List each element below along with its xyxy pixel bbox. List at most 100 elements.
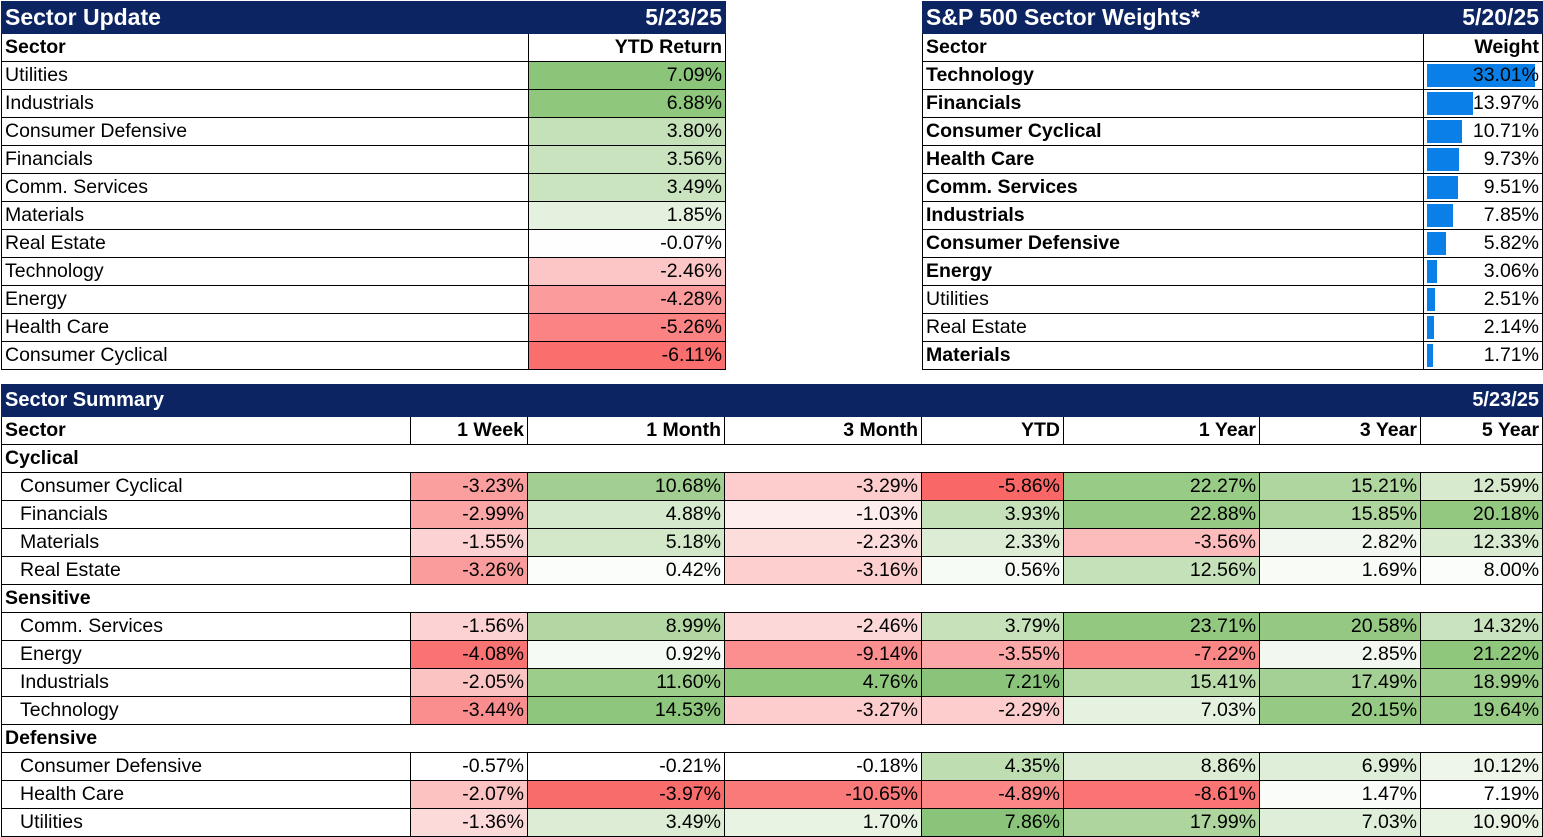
return-value: 17.99%	[1062, 808, 1261, 837]
return-value: -2.05%	[410, 668, 528, 697]
weight-value: 10.71%	[1472, 120, 1539, 142]
weight-data-bar	[1427, 120, 1463, 143]
sector-update-date: 5/23/25	[528, 1, 726, 34]
sector-name: Industrials	[1, 89, 529, 118]
return-value: 2.85%	[1259, 640, 1422, 669]
col-header: 3 Year	[1259, 416, 1422, 445]
weight-cell: 13.97%	[1423, 89, 1543, 118]
table-row: Financials 13.97%	[922, 89, 1543, 118]
weight-data-bar	[1427, 204, 1453, 227]
return-value: -3.44%	[410, 696, 528, 725]
return-value: 6.99%	[1259, 752, 1422, 781]
weight-value: 1.71%	[1483, 344, 1539, 366]
weight-value: 2.14%	[1483, 316, 1539, 338]
return-value: 7.19%	[1420, 780, 1543, 809]
col-header-sector: Sector	[1, 33, 529, 62]
return-value: 10.90%	[1420, 808, 1543, 837]
sector-summary-header-row: Sector 1 Week 1 Month 3 Month YTD 1 Year 3 Yea…	[1, 416, 1543, 445]
return-value: -7.22%	[1062, 640, 1261, 669]
weight-data-bar	[1427, 344, 1433, 367]
col-header: YTD	[921, 416, 1064, 445]
weight-data-bar	[1427, 232, 1447, 255]
weight-value: 9.51%	[1483, 176, 1539, 198]
sector-update-title: Sector Update	[1, 1, 529, 34]
return-value: 17.49%	[1259, 668, 1422, 697]
weight-cell: 2.51%	[1423, 285, 1543, 314]
return-value: 20.58%	[1259, 612, 1422, 641]
ytd-return-value: -2.46%	[528, 257, 726, 286]
table-row: Consumer Cyclical 10.71%	[922, 117, 1543, 146]
col-header: Sector	[1, 416, 411, 445]
sector-name: Financials	[1, 500, 411, 529]
ytd-return-value: 7.09%	[528, 61, 726, 90]
table-row: Materials 1.71%	[922, 341, 1543, 370]
return-value: 8.00%	[1420, 556, 1543, 585]
return-value: -2.29%	[921, 696, 1064, 725]
weight-cell: 2.14%	[1423, 313, 1543, 342]
table-row: Utilities 2.51%	[922, 285, 1543, 314]
ytd-return-value: -4.28%	[528, 285, 726, 314]
return-value: -3.55%	[921, 640, 1064, 669]
return-value: 3.93%	[921, 500, 1064, 529]
table-row: Real Estate -3.26% 0.42% -3.16% 0.56% 12.56% 1…	[1, 556, 1543, 585]
group-label: Cyclical	[0, 444, 1543, 473]
return-value: 1.70%	[724, 808, 922, 837]
table-row: Consumer Defensive 3.80%	[1, 117, 726, 146]
return-value: -3.97%	[527, 780, 725, 809]
return-value: 8.86%	[1062, 752, 1261, 781]
weight-data-bar	[1427, 64, 1535, 87]
col-header: 5 Year	[1420, 416, 1543, 445]
table-row: Technology -3.44% 14.53% -3.27% -2.29% 7.03% 2…	[1, 696, 1543, 725]
weight-cell: 7.85%	[1423, 201, 1543, 230]
sector-weights-body: Technology 33.01% Financials 13.97% Consumer…	[922, 61, 1543, 370]
sector-name: Comm. Services	[1, 173, 529, 202]
weight-cell: 3.06%	[1423, 257, 1543, 286]
return-value: 20.18%	[1420, 500, 1543, 529]
sector-name: Materials	[1, 201, 529, 230]
table-row: Industrials -2.05% 11.60% 4.76% 7.21% 15.41% 1…	[1, 668, 1543, 697]
sector-name: Real Estate	[1, 229, 529, 258]
sector-name: Consumer Cyclical	[1, 472, 411, 501]
return-value: -2.46%	[724, 612, 922, 641]
table-row: Utilities -1.36% 3.49% 1.70% 7.86% 17.99% 7.03…	[1, 808, 1543, 837]
weight-cell: 1.71%	[1423, 341, 1543, 370]
weight-value: 9.73%	[1483, 148, 1539, 170]
return-value: -3.26%	[410, 556, 528, 585]
return-value: 10.12%	[1420, 752, 1543, 781]
sector-summary-title-row: Sector Summary 5/23/25	[0, 384, 1543, 417]
weight-data-bar	[1427, 316, 1434, 339]
return-value: 19.64%	[1420, 696, 1543, 725]
table-row: Materials 1.85%	[1, 201, 726, 230]
table-row: Energy 3.06%	[922, 257, 1543, 286]
sector-name: Technology	[1, 257, 529, 286]
sector-name: Utilities	[922, 285, 1424, 314]
ytd-return-value: 6.88%	[528, 89, 726, 118]
table-row: Utilities 7.09%	[1, 61, 726, 90]
return-value: -0.18%	[724, 752, 922, 781]
sector-name: Utilities	[1, 61, 529, 90]
table-row: Materials -1.55% 5.18% -2.23% 2.33% -3.56% 2.8…	[1, 528, 1543, 557]
sector-name: Consumer Defensive	[1, 117, 529, 146]
ytd-return-value: -5.26%	[528, 313, 726, 342]
sector-name: Energy	[922, 257, 1424, 286]
col-header-ytd-return: YTD Return	[528, 33, 726, 62]
ytd-return-value: 3.80%	[528, 117, 726, 146]
sector-name: Utilities	[1, 808, 411, 837]
col-header: 1 Week	[410, 416, 528, 445]
col-header-sector: Sector	[922, 33, 1424, 62]
return-value: 1.69%	[1259, 556, 1422, 585]
table-row: Health Care 9.73%	[922, 145, 1543, 174]
return-value: 22.88%	[1062, 500, 1261, 529]
return-value: -2.23%	[724, 528, 922, 557]
sector-weights-header-row: Sector Weight	[922, 33, 1543, 62]
sector-update-title-row: Sector Update 5/23/25	[1, 1, 726, 34]
return-value: 12.33%	[1420, 528, 1543, 557]
return-value: 18.99%	[1420, 668, 1543, 697]
weight-cell: 33.01%	[1423, 61, 1543, 90]
weight-value: 7.85%	[1483, 204, 1539, 226]
return-value: 12.56%	[1062, 556, 1261, 585]
table-row: Real Estate -0.07%	[1, 229, 726, 258]
return-value: -9.14%	[724, 640, 922, 669]
ytd-return-value: 3.49%	[528, 173, 726, 202]
return-value: -1.55%	[410, 528, 528, 557]
